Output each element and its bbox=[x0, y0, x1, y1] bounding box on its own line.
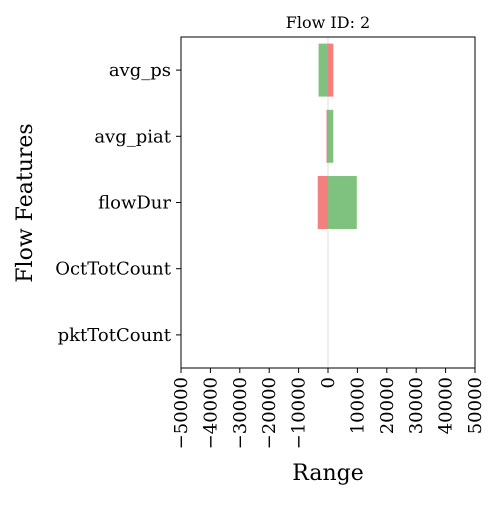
chart-title: Flow ID: 2 bbox=[286, 13, 370, 32]
x-tick-label: −50000 bbox=[171, 377, 192, 449]
x-tick-label: 0 bbox=[318, 377, 339, 388]
x-axis-label: Range bbox=[292, 461, 363, 486]
x-tick-label: 30000 bbox=[406, 377, 427, 434]
x-tick-label: 50000 bbox=[465, 377, 486, 434]
bar-avg_ps-series-1 bbox=[328, 43, 334, 97]
bar-flowDur-series-0 bbox=[328, 176, 357, 229]
x-tick-label: −10000 bbox=[289, 377, 310, 449]
bar-avg_ps-series-0 bbox=[318, 43, 328, 97]
bar-flowDur-series-1 bbox=[317, 176, 328, 229]
x-tick-label: −30000 bbox=[230, 377, 251, 449]
bar-avg_piat-series-0 bbox=[328, 109, 334, 163]
x-tick-label: −40000 bbox=[200, 377, 221, 449]
y-tick-label: avg_piat bbox=[94, 126, 171, 147]
bar-avg_piat-series-1 bbox=[326, 109, 328, 163]
x-tick-label: 40000 bbox=[436, 377, 457, 434]
y-tick-label: avg_ps bbox=[109, 60, 171, 81]
y-tick-label: OctTotCount bbox=[55, 259, 172, 280]
y-tick-label: pktTotCount bbox=[58, 325, 172, 346]
plot-area: avg_ps avg_piat flowDur OctTotCount pktTotCo… bbox=[55, 36, 486, 449]
x-tick-label: −20000 bbox=[259, 377, 280, 449]
y-tick-label: flowDur bbox=[98, 193, 171, 214]
x-tick-label: 10000 bbox=[347, 377, 368, 434]
y-axis-label: Flow Features bbox=[13, 123, 38, 282]
x-tick-label: 20000 bbox=[377, 377, 398, 434]
